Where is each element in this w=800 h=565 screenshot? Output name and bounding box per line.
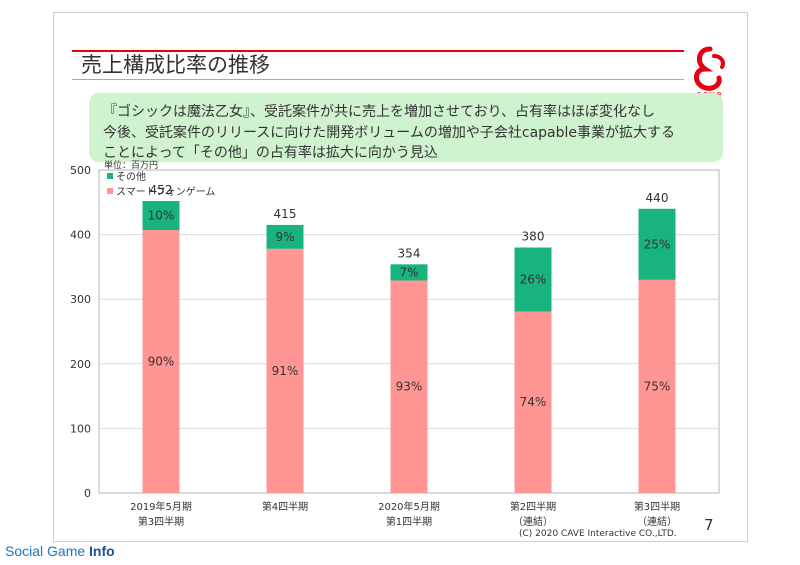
title-rule-red	[72, 50, 684, 52]
data-label-other: 26%	[520, 272, 547, 286]
bar-other	[390, 264, 428, 281]
bar-other	[142, 201, 180, 231]
y-axis-ticks: 0 100 200 300 400 500	[70, 164, 91, 500]
bar-smartphone	[142, 230, 180, 493]
data-label-total: 415	[274, 207, 297, 221]
data-label-total: 440	[646, 191, 669, 205]
slide-title: 売上構成比率の推移	[81, 53, 270, 77]
watermark-part-2: Info	[89, 543, 115, 559]
data-label-other: 9%	[275, 230, 294, 244]
y-tick-label: 0	[84, 487, 91, 500]
x-tick-label: 第1四半期	[386, 515, 432, 528]
bar-other	[638, 208, 676, 280]
watermark-part-1: Social Game	[5, 543, 86, 559]
callout-line-1: 『ゴシックは魔法乙女』、受託案件が共に売上を増加させており、占有率はほぼ変化なし	[103, 104, 656, 120]
x-tick-label: 第3四半期	[138, 515, 184, 528]
legend-swatch-smartphone	[107, 188, 113, 194]
bar-smartphone	[390, 280, 428, 493]
data-label-other: 25%	[644, 237, 671, 251]
legend: その他 スマートフォンゲーム	[107, 170, 215, 198]
data-label-other: 10%	[148, 209, 175, 223]
y-tick-label: 100	[70, 422, 91, 435]
x-tick-label: 第4四半期	[262, 500, 308, 513]
bar-smartphone	[638, 279, 676, 493]
title-rule-gray	[72, 79, 684, 80]
page-number: 7	[704, 516, 714, 534]
y-tick-label: 200	[70, 358, 91, 371]
data-label-smartphone: 75%	[644, 379, 671, 393]
x-tick-label: （連結）	[637, 515, 677, 528]
bar-other	[266, 224, 304, 249]
x-tick-label: 第3四半期	[634, 500, 680, 513]
bar-smartphone	[514, 311, 552, 493]
legend-label-other: その他	[116, 170, 146, 183]
x-tick-label: 2019年5月期	[130, 500, 192, 513]
data-label-total: 354	[398, 246, 421, 260]
y-tick-label: 400	[70, 229, 91, 242]
unit-label: 単位：百万円	[104, 159, 158, 171]
data-label-total: 380	[522, 230, 545, 244]
data-label-other: 7%	[399, 265, 418, 279]
data-label-total: 452	[150, 183, 173, 197]
data-label-smartphone: 91%	[272, 364, 299, 378]
data-label-smartphone: 90%	[148, 355, 175, 369]
watermark: Social Game Info	[5, 543, 115, 559]
data-label-smartphone: 74%	[520, 395, 547, 409]
x-tick-label: 第2四半期	[510, 500, 556, 513]
summary-callout: 『ゴシックは魔法乙女』、受託案件が共に売上を増加させており、占有率はほぼ変化なし…	[89, 93, 723, 162]
bar-series	[142, 201, 676, 493]
bar-other	[514, 247, 552, 312]
x-tick-label: （連結）	[513, 515, 553, 528]
legend-swatch-other	[107, 173, 113, 179]
x-tick-label: 2020年5月期	[378, 500, 440, 513]
legend-label-smartphone: スマートフォンゲーム	[116, 186, 215, 198]
callout-line-2: 今後、受託案件のリリースに向けた開発ボリュームの増加や子会社capable事業が…	[103, 125, 676, 141]
callout-line-3: ことによって「その他」の占有率は拡大に向かう見込	[103, 145, 438, 161]
copyright: (C) 2020 CAVE Interactive CO.,LTD.	[519, 529, 677, 539]
bar-smartphone	[266, 248, 304, 493]
data-labels: 90% 10% 452 91% 9% 415 93% 7% 354 74% 26% 380 75% 25%…	[148, 183, 671, 409]
y-tick-label: 500	[70, 164, 91, 177]
data-label-smartphone: 93%	[396, 380, 423, 394]
y-tick-label: 300	[70, 293, 91, 306]
